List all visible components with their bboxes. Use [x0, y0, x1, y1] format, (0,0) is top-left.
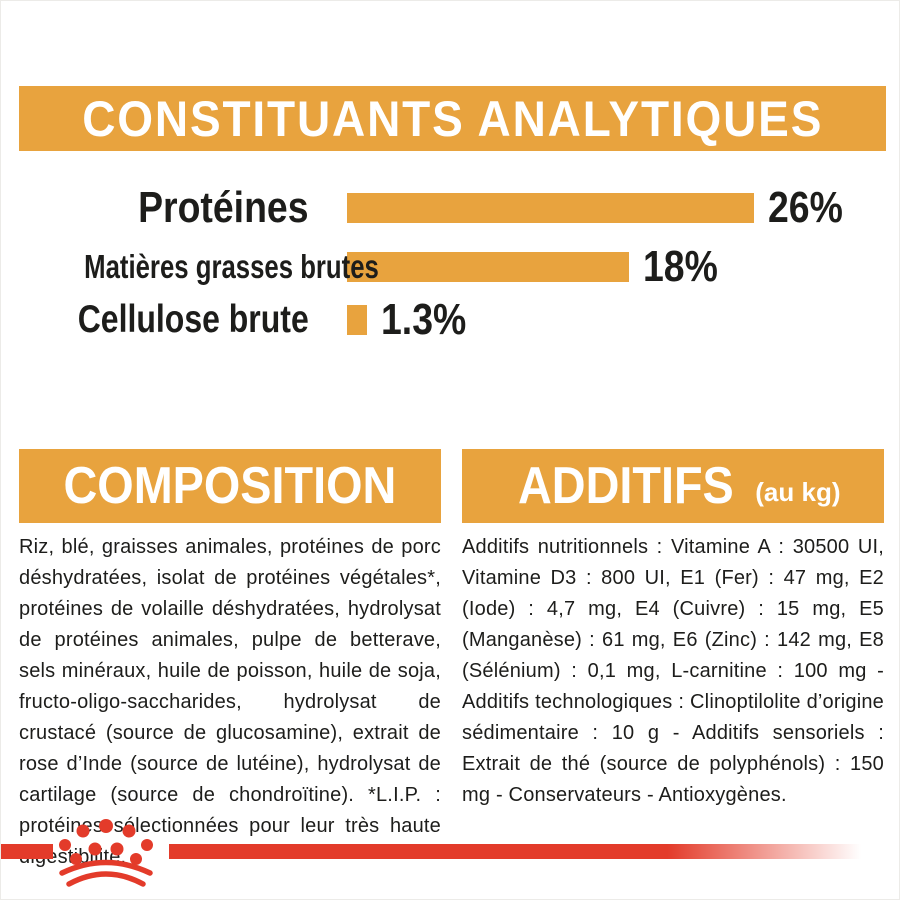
analytical-constituents-title: CONSTITUANTS ANALYTIQUES	[81, 90, 824, 147]
chart-label-proteines: Protéines	[138, 183, 309, 232]
additives-title: ADDITIFS	[517, 457, 734, 515]
composition-title: COMPOSITION	[63, 457, 397, 515]
brand-stripe-right	[169, 844, 861, 859]
chart-row-proteines: Protéines 26%	[1, 182, 899, 234]
composition-body: Riz, blé, graisses animales, protéines d…	[19, 536, 441, 868]
chart-row-cellulose: Cellulose brute 1.3%	[1, 295, 899, 345]
chart-row-matieres-grasses: Matières grasses brutes 18%	[1, 242, 899, 292]
bar-matieres-grasses	[347, 252, 629, 282]
composition-banner: COMPOSITION	[19, 449, 441, 523]
brand-stripe-left	[1, 844, 53, 859]
additives-body: Additifs nutritionnels : Vitamine A : 30…	[462, 536, 884, 806]
royal-canin-crown-icon	[59, 819, 153, 887]
chart-label-cellulose: Cellulose brute	[77, 298, 309, 341]
chart-label-matieres-grasses: Matières grasses brutes	[84, 248, 379, 285]
bar-cellulose	[347, 305, 367, 335]
bar-proteines	[347, 193, 754, 223]
value-proteines: 26%	[768, 183, 843, 232]
analytical-constituents-banner: CONSTITUANTS ANALYTIQUES	[19, 86, 886, 151]
value-cellulose: 1.3%	[381, 295, 467, 344]
additives-banner: ADDITIFS (au kg)	[462, 449, 884, 523]
additives-title-suffix: (au kg)	[755, 476, 841, 507]
value-matieres-grasses: 18%	[643, 242, 718, 291]
